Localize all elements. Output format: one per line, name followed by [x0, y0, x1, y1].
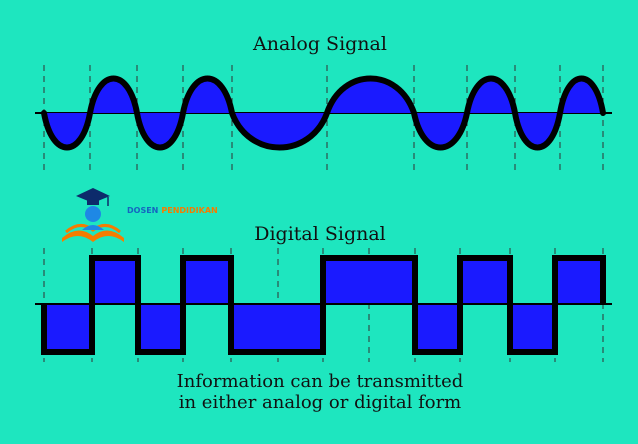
digital-pulse-segment — [460, 258, 510, 304]
logo-text: DOSEN PENDIDIKAN — [127, 206, 218, 215]
digital-wave — [41, 255, 606, 355]
digital-pulse-segment — [183, 258, 231, 304]
logo-word-pendidikan: PENDIDIKAN — [161, 206, 217, 215]
digital-pulse-segment — [138, 304, 183, 352]
logo-word-dosen: DOSEN — [127, 206, 158, 215]
digital-pulse-segment — [278, 304, 323, 352]
graduation-book-icon — [62, 188, 124, 242]
digital-pulse-segment — [510, 304, 555, 352]
digital-pulse-segment — [92, 258, 138, 304]
caption-line-1: Information can be transmitted — [177, 371, 464, 392]
digital-pulse-segment — [555, 258, 603, 304]
analog-wave — [41, 75, 606, 151]
digital-pulse-segment — [44, 304, 92, 352]
digital-pulse-segment — [415, 304, 460, 352]
digital-title: Digital Signal — [254, 223, 386, 245]
digital-pulse-segment — [369, 258, 415, 304]
dosen-pendidikan-logo: DOSEN PENDIDIKAN — [62, 188, 218, 242]
digital-pulse-segment — [231, 304, 278, 352]
digital-pulses — [44, 258, 603, 352]
digital-pulse-segment — [323, 258, 369, 304]
analog-title: Analog Signal — [252, 33, 387, 55]
caption-line-2: in either analog or digital form — [179, 392, 462, 413]
